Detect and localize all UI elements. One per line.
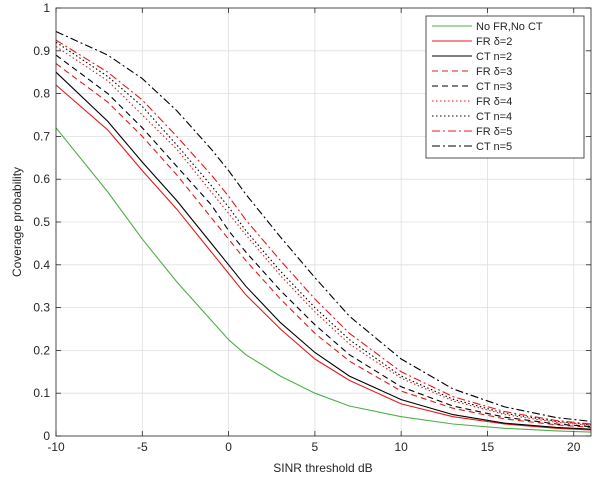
series-line-7 — [55, 41, 592, 426]
legend-label: CT n=3 — [476, 81, 512, 93]
x-tick-label: -5 — [137, 440, 148, 454]
series-line-4 — [55, 63, 592, 428]
series-line-2 — [55, 84, 592, 431]
x-tick-label: -10 — [47, 440, 65, 454]
legend-label: CT n=2 — [476, 51, 512, 63]
legend-box — [425, 15, 585, 159]
legend-label: FR δ=3 — [476, 66, 512, 78]
series-line-1 — [55, 127, 592, 433]
legend-label: FR δ=5 — [476, 126, 512, 138]
y-tick-label: 0.6 — [33, 172, 50, 186]
y-axis-ticks: 0 0.1 0.2 0.3 0.4 0.5 0.6 0.7 0.8 0.9 1 — [33, 1, 591, 443]
x-axis-ticks: -10 -5 0 5 10 15 20 — [47, 8, 581, 454]
y-tick-label: 1 — [43, 1, 50, 15]
x-tick-label: 5 — [312, 440, 319, 454]
series-layer — [55, 30, 592, 433]
legend-label: FR δ=2 — [476, 36, 512, 48]
y-tick-label: 0.5 — [33, 215, 50, 229]
legend-label: CT n=4 — [476, 111, 512, 123]
y-tick-label: 0.8 — [33, 87, 50, 101]
series-line-5 — [55, 54, 592, 428]
series-line-3 — [55, 71, 592, 430]
y-tick-label: 0.2 — [33, 343, 50, 357]
y-tick-label: 0.1 — [33, 386, 50, 400]
series-line-9 — [55, 30, 592, 422]
x-tick-label: 20 — [567, 440, 581, 454]
y-tick-label: 0 — [43, 429, 50, 443]
y-tick-label: 0.3 — [33, 301, 50, 315]
x-tick-label: 15 — [481, 440, 495, 454]
legend: No FR,No CT FR δ=2 CT n=2 FR δ=3 CT n=3 FR δ=… — [425, 15, 585, 159]
x-tick-label: 0 — [225, 440, 232, 454]
legend-label: No FR,No CT — [476, 21, 543, 33]
y-tick-label: 0.9 — [33, 44, 50, 58]
x-axis-label: SINR threshold dB — [273, 461, 372, 475]
legend-label: FR δ=4 — [476, 96, 512, 108]
x-tick-label: 10 — [394, 440, 408, 454]
legend-label: CT n=5 — [476, 141, 512, 153]
y-tick-label: 0.7 — [33, 129, 50, 143]
y-tick-label: 0.4 — [33, 258, 50, 272]
y-axis-label: Coverage probability — [10, 167, 24, 277]
